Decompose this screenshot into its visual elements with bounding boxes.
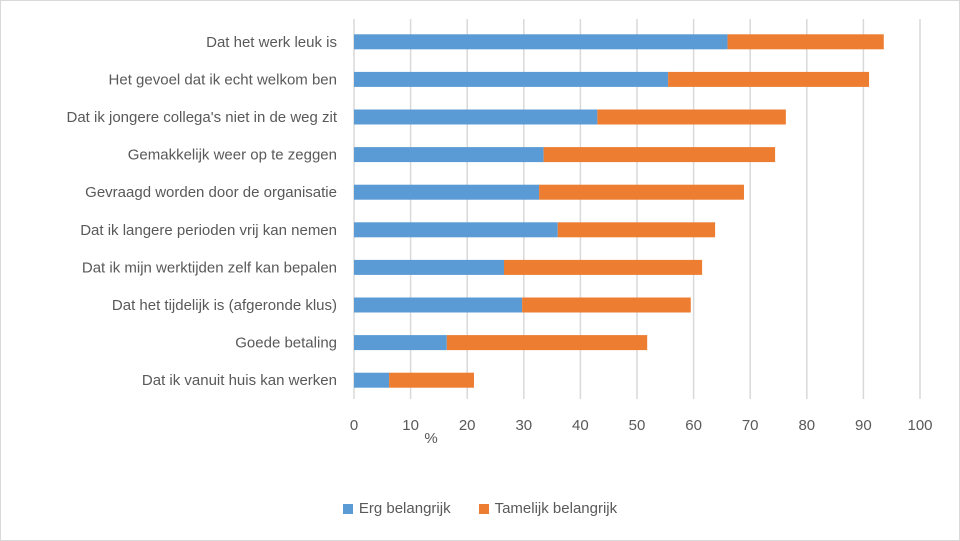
bar-tamelijk-4 [543,147,776,163]
x-tick-label-10: 10 [402,417,419,434]
x-tick-label-80: 80 [798,417,815,434]
x-tick-label-60: 60 [685,417,702,434]
category-label: Dat het werk leuk is [206,34,337,51]
x-tick-label-50: 50 [629,417,646,434]
x-tick-label-30: 30 [515,417,532,434]
legend-item-erg: Erg belangrijk [342,500,451,517]
category-label: Dat het tijdelijk is (afgeronde klus) [112,297,337,314]
bar-tamelijk-5 [539,184,744,200]
x-tick-label-70: 70 [742,417,759,434]
category-label: Dat ik langere perioden vrij kan nemen [80,222,337,239]
bar-tamelijk-7 [503,259,703,275]
legend: Erg belangrijk Tamelijk belangrijk [0,500,960,517]
bar-erg-7 [354,259,504,275]
x-tick-label-0: 0 [350,417,358,434]
bar-erg-2 [354,71,669,87]
category-label: Dat ik jongere collega's niet in de weg … [66,109,337,126]
legend-swatch-tamelijk [478,503,489,514]
bar-tamelijk-6 [557,222,716,238]
bar-erg-10 [354,372,390,388]
bar-tamelijk-10 [389,372,474,388]
legend-item-tamelijk: Tamelijk belangrijk [478,500,618,517]
bar-erg-8 [354,297,523,313]
bar-tamelijk-2 [668,71,870,87]
category-label: Gevraagd worden door de organisatie [85,184,337,201]
legend-label-erg: Erg belangrijk [358,500,451,517]
category-label: Dat ik vanuit huis kan werken [142,372,337,389]
x-tick-label-100: 100 [907,417,932,434]
bar-erg-6 [354,222,558,238]
category-label: Het gevoel dat ik echt welkom ben [109,71,337,88]
x-axis-label: % [424,430,437,447]
bar-erg-1 [354,34,728,50]
category-label: Goede betaling [235,335,337,352]
x-tick-label-20: 20 [459,417,476,434]
bar-erg-9 [354,335,447,351]
category-label: Dat ik mijn werktijden zelf kan bepalen [82,259,337,276]
bar-tamelijk-9 [446,335,648,351]
legend-swatch-erg [342,503,353,514]
bar-erg-5 [354,184,540,200]
bar-tamelijk-8 [522,297,691,313]
bar-erg-4 [354,147,544,163]
category-label: Gemakkelijk weer op te zeggen [128,147,337,164]
bar-tamelijk-1 [727,34,884,50]
legend-label-tamelijk: Tamelijk belangrijk [494,500,618,517]
x-tick-label-90: 90 [855,417,872,434]
bar-erg-3 [354,109,598,125]
x-tick-label-40: 40 [572,417,589,434]
bar-tamelijk-3 [597,109,786,125]
